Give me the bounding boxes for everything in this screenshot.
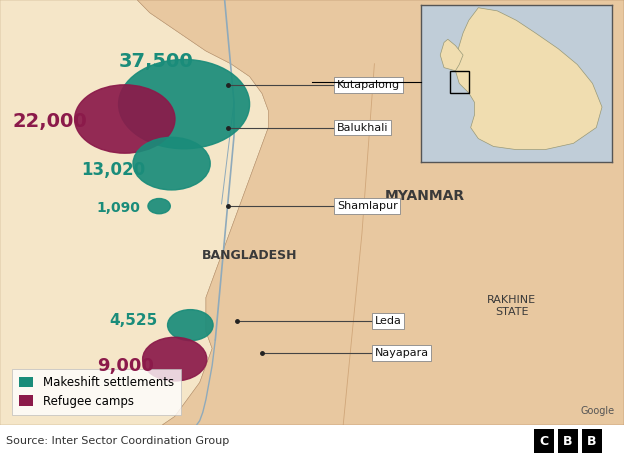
Circle shape [143,337,207,381]
Text: B: B [563,435,573,447]
FancyBboxPatch shape [534,429,554,453]
Text: Leda: Leda [374,316,401,326]
FancyBboxPatch shape [558,429,578,453]
Polygon shape [137,0,624,425]
Text: Google: Google [580,406,615,416]
Text: 13,020: 13,020 [81,161,145,179]
Text: Shamlapur: Shamlapur [337,201,397,211]
Text: MYANMAR: MYANMAR [384,188,464,202]
Text: Nayapara: Nayapara [374,348,429,358]
Text: 37,500: 37,500 [119,52,193,71]
Text: 4,525: 4,525 [109,314,157,329]
Circle shape [119,59,250,149]
Text: C: C [540,435,548,447]
Text: B: B [587,435,597,447]
Legend: Makeshift settlements, Refugee camps: Makeshift settlements, Refugee camps [12,369,181,415]
Polygon shape [456,8,602,149]
Circle shape [148,198,170,214]
Polygon shape [441,39,463,71]
Circle shape [75,85,175,153]
Bar [450,71,469,93]
Polygon shape [0,0,268,425]
Text: Source: Inter Sector Coordination Group: Source: Inter Sector Coordination Group [6,436,230,446]
Text: 1,090: 1,090 [97,201,140,215]
Text: 22,000: 22,000 [12,112,87,131]
Text: RAKHINE
STATE: RAKHINE STATE [487,295,536,317]
Circle shape [133,138,210,190]
FancyBboxPatch shape [582,429,602,453]
Text: Balukhali: Balukhali [337,122,389,133]
Text: BANGLADESH: BANGLADESH [202,249,298,261]
Text: 9,000: 9,000 [97,356,154,374]
Text: Kutapalong: Kutapalong [337,80,400,90]
Circle shape [168,310,213,340]
